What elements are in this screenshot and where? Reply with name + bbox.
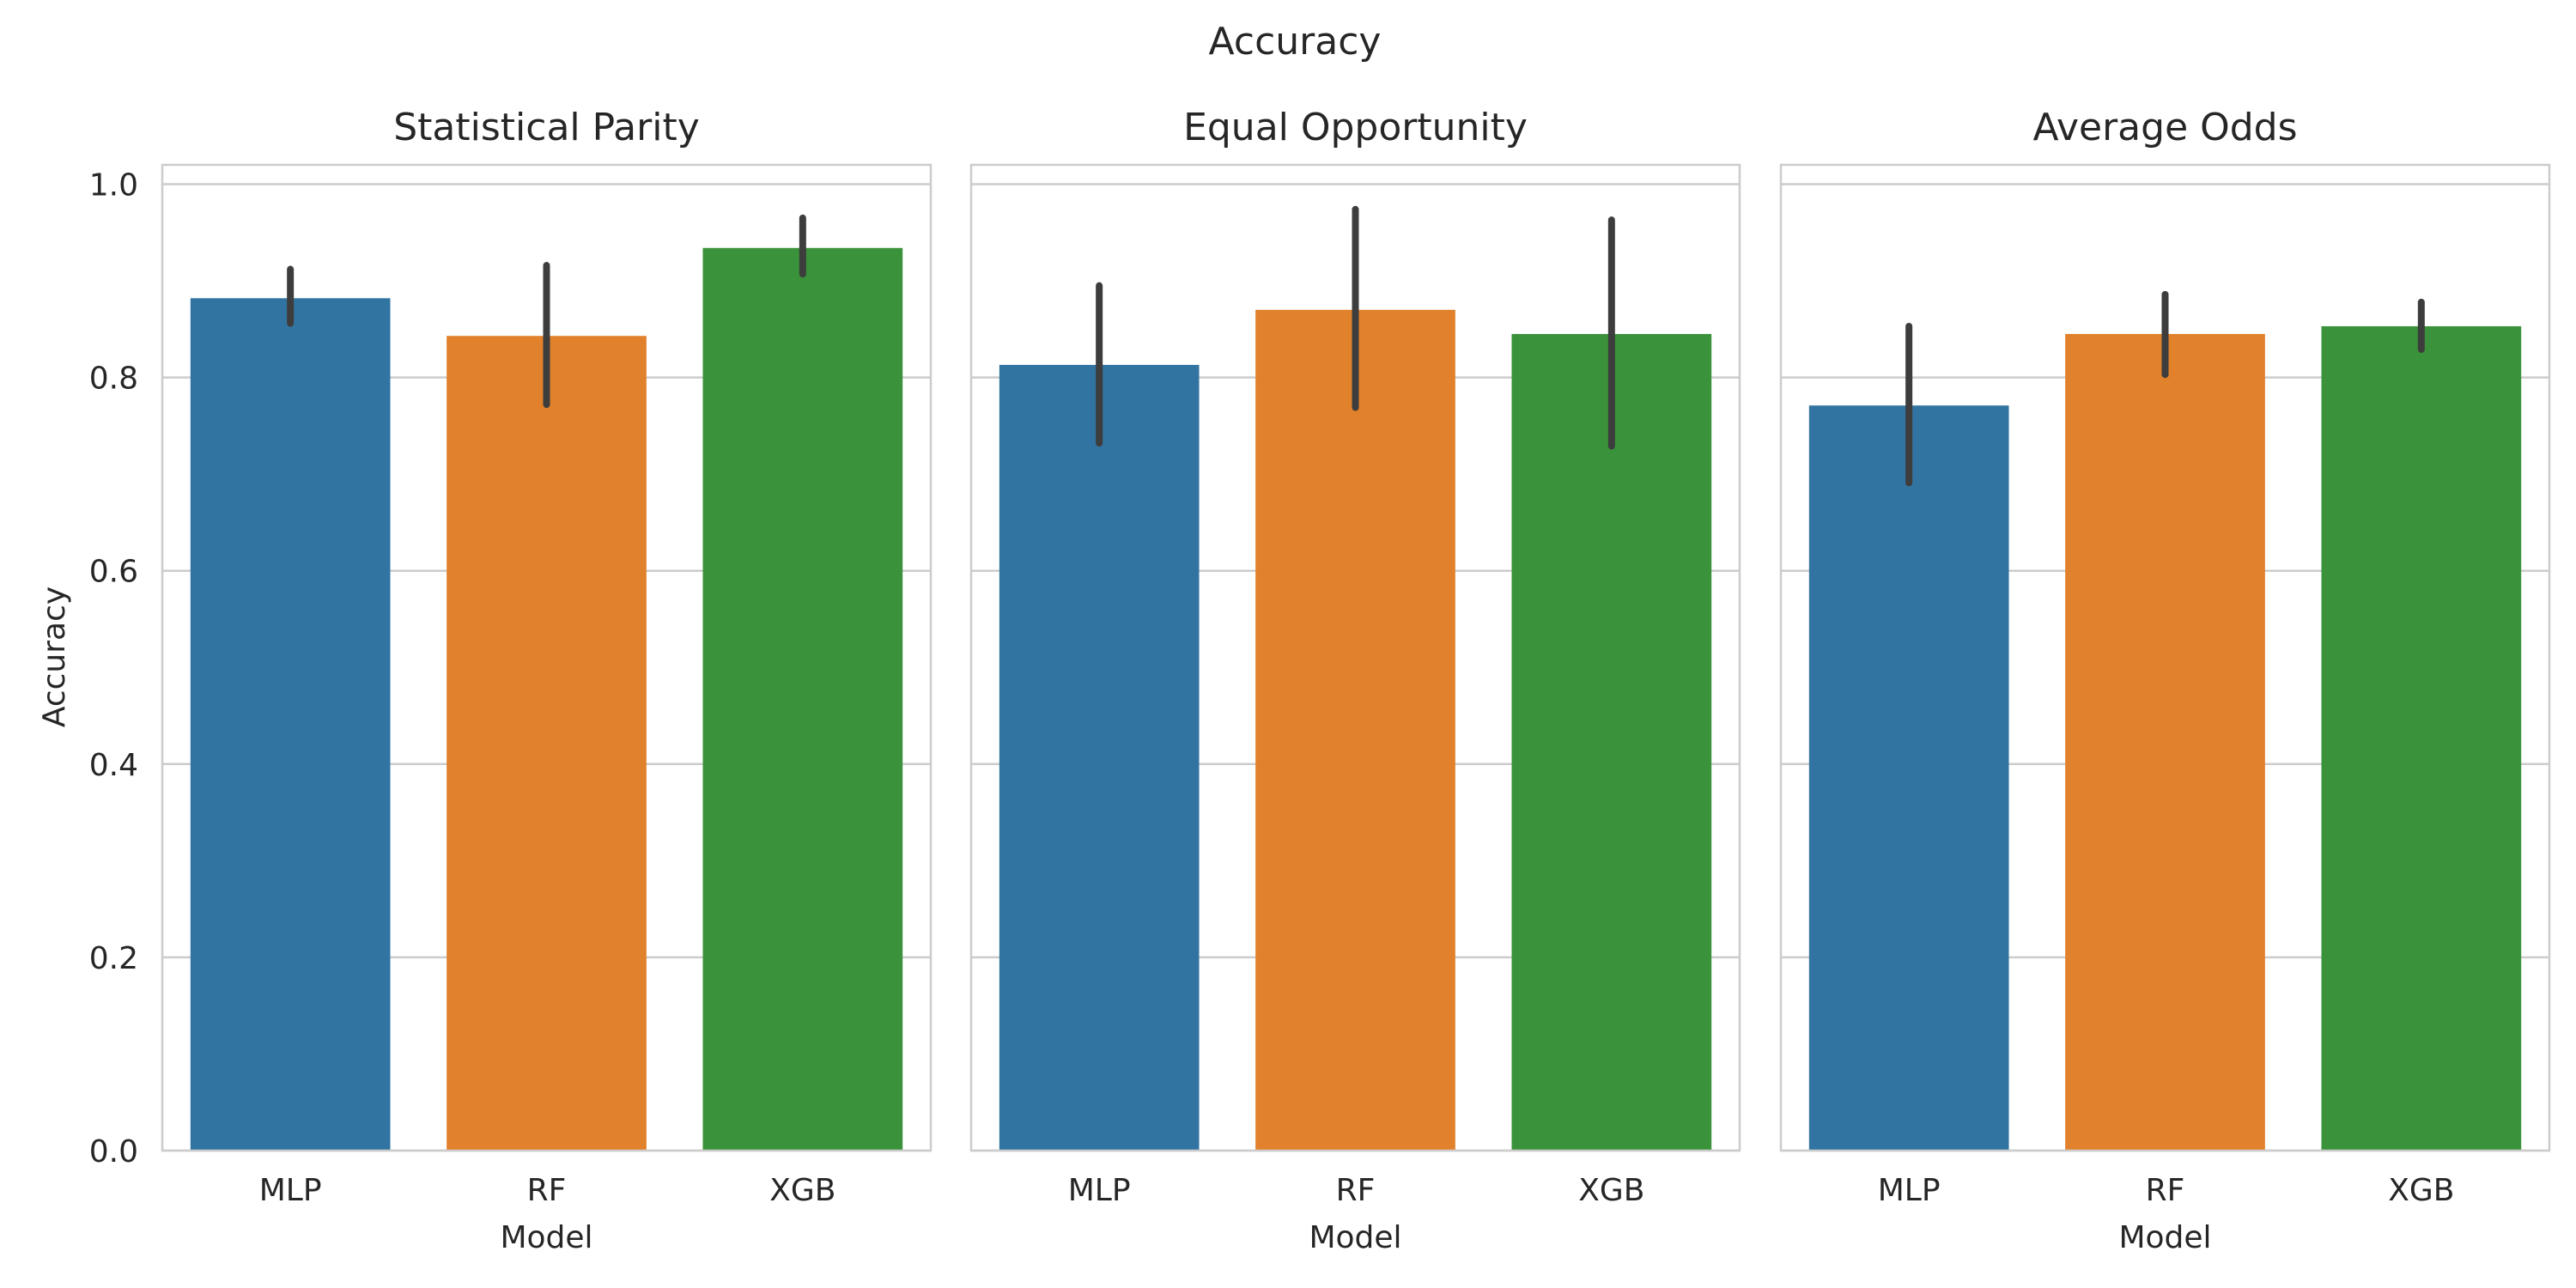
bar-xgb [1511, 333, 1712, 1151]
bar-rf [1255, 309, 1455, 1151]
plot-frame [161, 163, 933, 1152]
y-tick-label: 0.8 [89, 361, 138, 397]
chart-title: Accuracy [1209, 20, 1382, 64]
y-tick-label: 0.6 [89, 555, 138, 590]
panel-1: Statistical Parity MLP RF XGB Model 0.0 0.2 0.4… [89, 106, 933, 1255]
panel-2: Equal Opportunity MLP RF XGB Model [969, 106, 1741, 1255]
y-tick-label: 1.0 [89, 168, 138, 204]
bar-mlp [999, 364, 1200, 1151]
bar-rf [2065, 333, 2265, 1151]
x-tick-label: RF [2146, 1173, 2185, 1208]
plot-frame [1779, 163, 2551, 1152]
x-tick-label: XGB [769, 1173, 835, 1208]
panel-title: Equal Opportunity [1183, 106, 1528, 149]
plot-frame [969, 163, 1741, 1152]
x-tick-label: MLP [259, 1173, 322, 1208]
y-axis-label: Accuracy [37, 586, 72, 727]
panel-3: Average Odds MLP RF XGB Model [1779, 106, 2551, 1255]
x-tick-label: RF [1336, 1173, 1376, 1208]
x-tick-label: RF [527, 1173, 567, 1208]
x-tick-label: MLP [1068, 1173, 1131, 1208]
panels: Statistical Parity MLP RF XGB Model 0.0 0.2 0.4… [89, 106, 2551, 1255]
y-tick-label: 0.0 [89, 1134, 138, 1170]
x-tick-label: XGB [2388, 1173, 2454, 1208]
bar-xgb [2321, 325, 2522, 1151]
y-tick-label: 0.2 [89, 941, 138, 976]
x-axis-label: Model [500, 1220, 592, 1255]
bar-mlp [190, 298, 391, 1151]
panel-title: Statistical Parity [393, 106, 700, 149]
y-tick-label: 0.4 [89, 748, 138, 783]
x-axis-label: Model [1309, 1220, 1401, 1255]
x-axis-label: Model [2118, 1220, 2211, 1255]
bar-xgb [702, 247, 903, 1151]
x-tick-label: XGB [1578, 1173, 1644, 1208]
bar-mlp [1808, 405, 2009, 1151]
panel-title: Average Odds [2032, 106, 2297, 149]
bar-rf [447, 336, 647, 1151]
x-tick-label: MLP [1878, 1173, 1941, 1208]
